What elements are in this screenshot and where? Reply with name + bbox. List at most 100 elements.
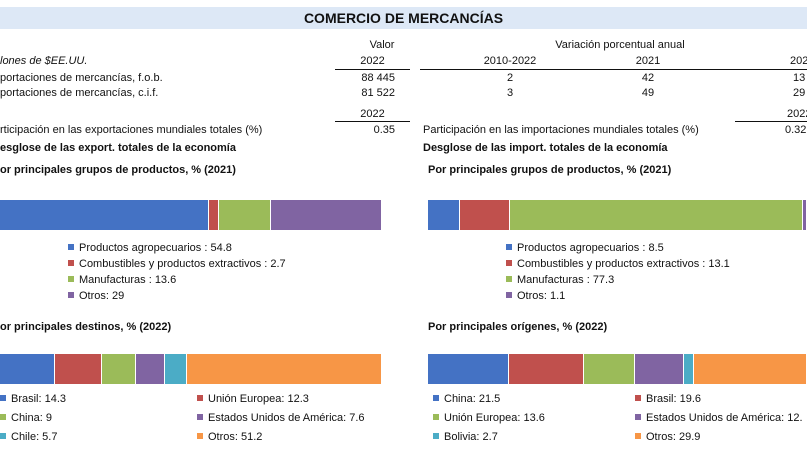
imports-products-bar — [428, 200, 807, 230]
legend-label: Brasil: 14.3 — [11, 393, 67, 405]
legend-item: Estados Unidos de América: 12. — [635, 412, 803, 425]
imports-origins-bar — [428, 354, 807, 384]
bar-segment-brasil — [509, 354, 584, 384]
exports-products-bar — [0, 200, 382, 230]
bar-segment-uni-n-europea — [583, 354, 636, 384]
imports-products-heading: Por principales grupos de productos, % (… — [428, 164, 672, 176]
bar-segment-otros — [693, 354, 807, 384]
legend-item: Otros: 1.1 — [506, 290, 565, 303]
legend-swatch — [0, 414, 6, 420]
row-imports-2021: 49 — [641, 87, 655, 99]
legend-swatch — [433, 395, 439, 401]
row-exports-2010: 2 — [506, 72, 514, 84]
rule-variation — [420, 69, 807, 70]
row-exports-label: portaciones de mercancías, f.o.b. — [0, 72, 163, 84]
bar-segment-estados-unidos-de-am-rica — [635, 354, 684, 384]
legend-label: Unión Europea: 13.6 — [444, 412, 545, 424]
row-exports-valor: 88 445 — [361, 72, 395, 84]
legend-item: Unión Europea: 12.3 — [197, 393, 309, 406]
share-year-left: 2022 — [360, 108, 385, 120]
bar-segment-manufacturas — [509, 200, 803, 230]
row-imports-2022: 29 — [793, 87, 806, 99]
legend-label: China: 9 — [11, 412, 52, 424]
exports-destinations-bar — [0, 354, 382, 384]
bar-segment-china — [101, 354, 136, 384]
legend-label: Bolivia: 2.7 — [444, 431, 498, 443]
legend-item: Brasil: 14.3 — [0, 393, 66, 406]
legend-item: Estados Unidos de América: 7.6 — [197, 412, 365, 425]
legend-item: Bolivia: 2.7 — [433, 431, 498, 444]
legend-item: China: 21.5 — [433, 393, 500, 406]
exports-destinations-heading: or principales destinos, % (2022) — [0, 321, 172, 333]
bar-segment-combustibles-y-productos-extractivos — [460, 200, 510, 230]
legend-item: Combustibles y productos extractivos : 1… — [506, 258, 730, 271]
col-2021: 2021 — [635, 55, 661, 67]
legend-swatch — [0, 395, 6, 401]
legend-label: Productos agropecuarios : 54.8 — [79, 242, 232, 254]
bar-segment-uni-n-europea — [54, 354, 102, 384]
legend-label: Chile: 5.7 — [11, 431, 58, 443]
legend-item: Combustibles y productos extractivos : 2… — [68, 258, 286, 271]
legend-swatch — [433, 414, 439, 420]
rule-share-left — [335, 121, 410, 122]
legend-swatch — [68, 260, 74, 266]
bar-segment-chile — [164, 354, 187, 384]
imports-origins-heading: Por principales orígenes, % (2022) — [428, 321, 608, 333]
legend-item: Manufacturas : 13.6 — [68, 274, 176, 287]
share-exports-value: 0.35 — [373, 124, 395, 136]
legend-item: Brasil: 19.6 — [635, 393, 701, 406]
legend-label: Estados Unidos de América: 12. — [646, 412, 803, 424]
legend-item: Otros: 51.2 — [197, 431, 262, 444]
legend-swatch — [68, 292, 74, 298]
rule-valor — [335, 69, 410, 70]
variation-header: Variación porcentual anual — [555, 39, 685, 51]
bar-segment-china — [428, 354, 510, 384]
legend-label: Manufacturas : 77.3 — [517, 274, 615, 286]
unit-label: lones de $EE.UU. — [0, 55, 88, 67]
col-2022: 2022 — [790, 55, 807, 67]
legend-label: Brasil: 19.6 — [646, 393, 702, 405]
row-imports-2010: 3 — [506, 87, 514, 99]
legend-label: Combustibles y productos extractivos : 2… — [79, 258, 286, 270]
share-year-right: 2022 — [787, 108, 807, 120]
bar-segment-productos-agropecuarios — [428, 200, 461, 230]
legend-label: Otros: 29 — [79, 290, 125, 302]
legend-item: China: 9 — [0, 412, 52, 425]
legend-label: Otros: 29.9 — [646, 431, 701, 443]
legend-item: Productos agropecuarios : 54.8 — [68, 242, 232, 255]
legend-swatch — [68, 244, 74, 250]
col-2010-2022: 2010-2022 — [483, 55, 537, 67]
imports-breakdown-heading: Desglose de las import. totales de la ec… — [423, 142, 668, 154]
legend-swatch — [433, 433, 439, 439]
legend-label: Unión Europea: 12.3 — [208, 393, 309, 405]
row-exports-2021: 42 — [641, 72, 655, 84]
legend-swatch — [635, 433, 641, 439]
legend-swatch — [197, 414, 203, 420]
row-exports-2022: 13 — [793, 72, 806, 84]
legend-item: Otros: 29.9 — [635, 431, 700, 444]
legend-label: Manufacturas : 13.6 — [79, 274, 177, 286]
legend-label: China: 21.5 — [444, 393, 501, 405]
bar-segment-otros — [186, 354, 382, 384]
legend-item: Chile: 5.7 — [0, 431, 57, 444]
legend-swatch — [506, 244, 512, 250]
bar-segment-combustibles-y-productos-extractivos — [209, 200, 220, 230]
legend-label: Combustibles y productos extractivos : 1… — [517, 258, 730, 270]
valor-header: Valor — [369, 39, 395, 51]
legend-swatch — [506, 276, 512, 282]
legend-swatch — [635, 395, 641, 401]
legend-swatch — [197, 433, 203, 439]
share-exports-label: rticipación en las exportaciones mundial… — [0, 124, 263, 136]
exports-products-heading: or principales grupos de productos, % (2… — [0, 164, 236, 176]
exports-breakdown-heading: esglose de las export. totales de la eco… — [0, 142, 236, 154]
legend-swatch — [506, 292, 512, 298]
legend-item: Otros: 29 — [68, 290, 124, 303]
legend-swatch — [506, 260, 512, 266]
col-year-valor: 2022 — [360, 55, 385, 67]
bar-segment-productos-agropecuarios — [0, 200, 210, 230]
legend-swatch — [0, 433, 6, 439]
legend-label: Otros: 1.1 — [517, 290, 566, 302]
bar-segment-brasil — [0, 354, 55, 384]
bar-segment-manufacturas — [219, 200, 272, 230]
legend-label: Estados Unidos de América: 7.6 — [208, 412, 365, 424]
